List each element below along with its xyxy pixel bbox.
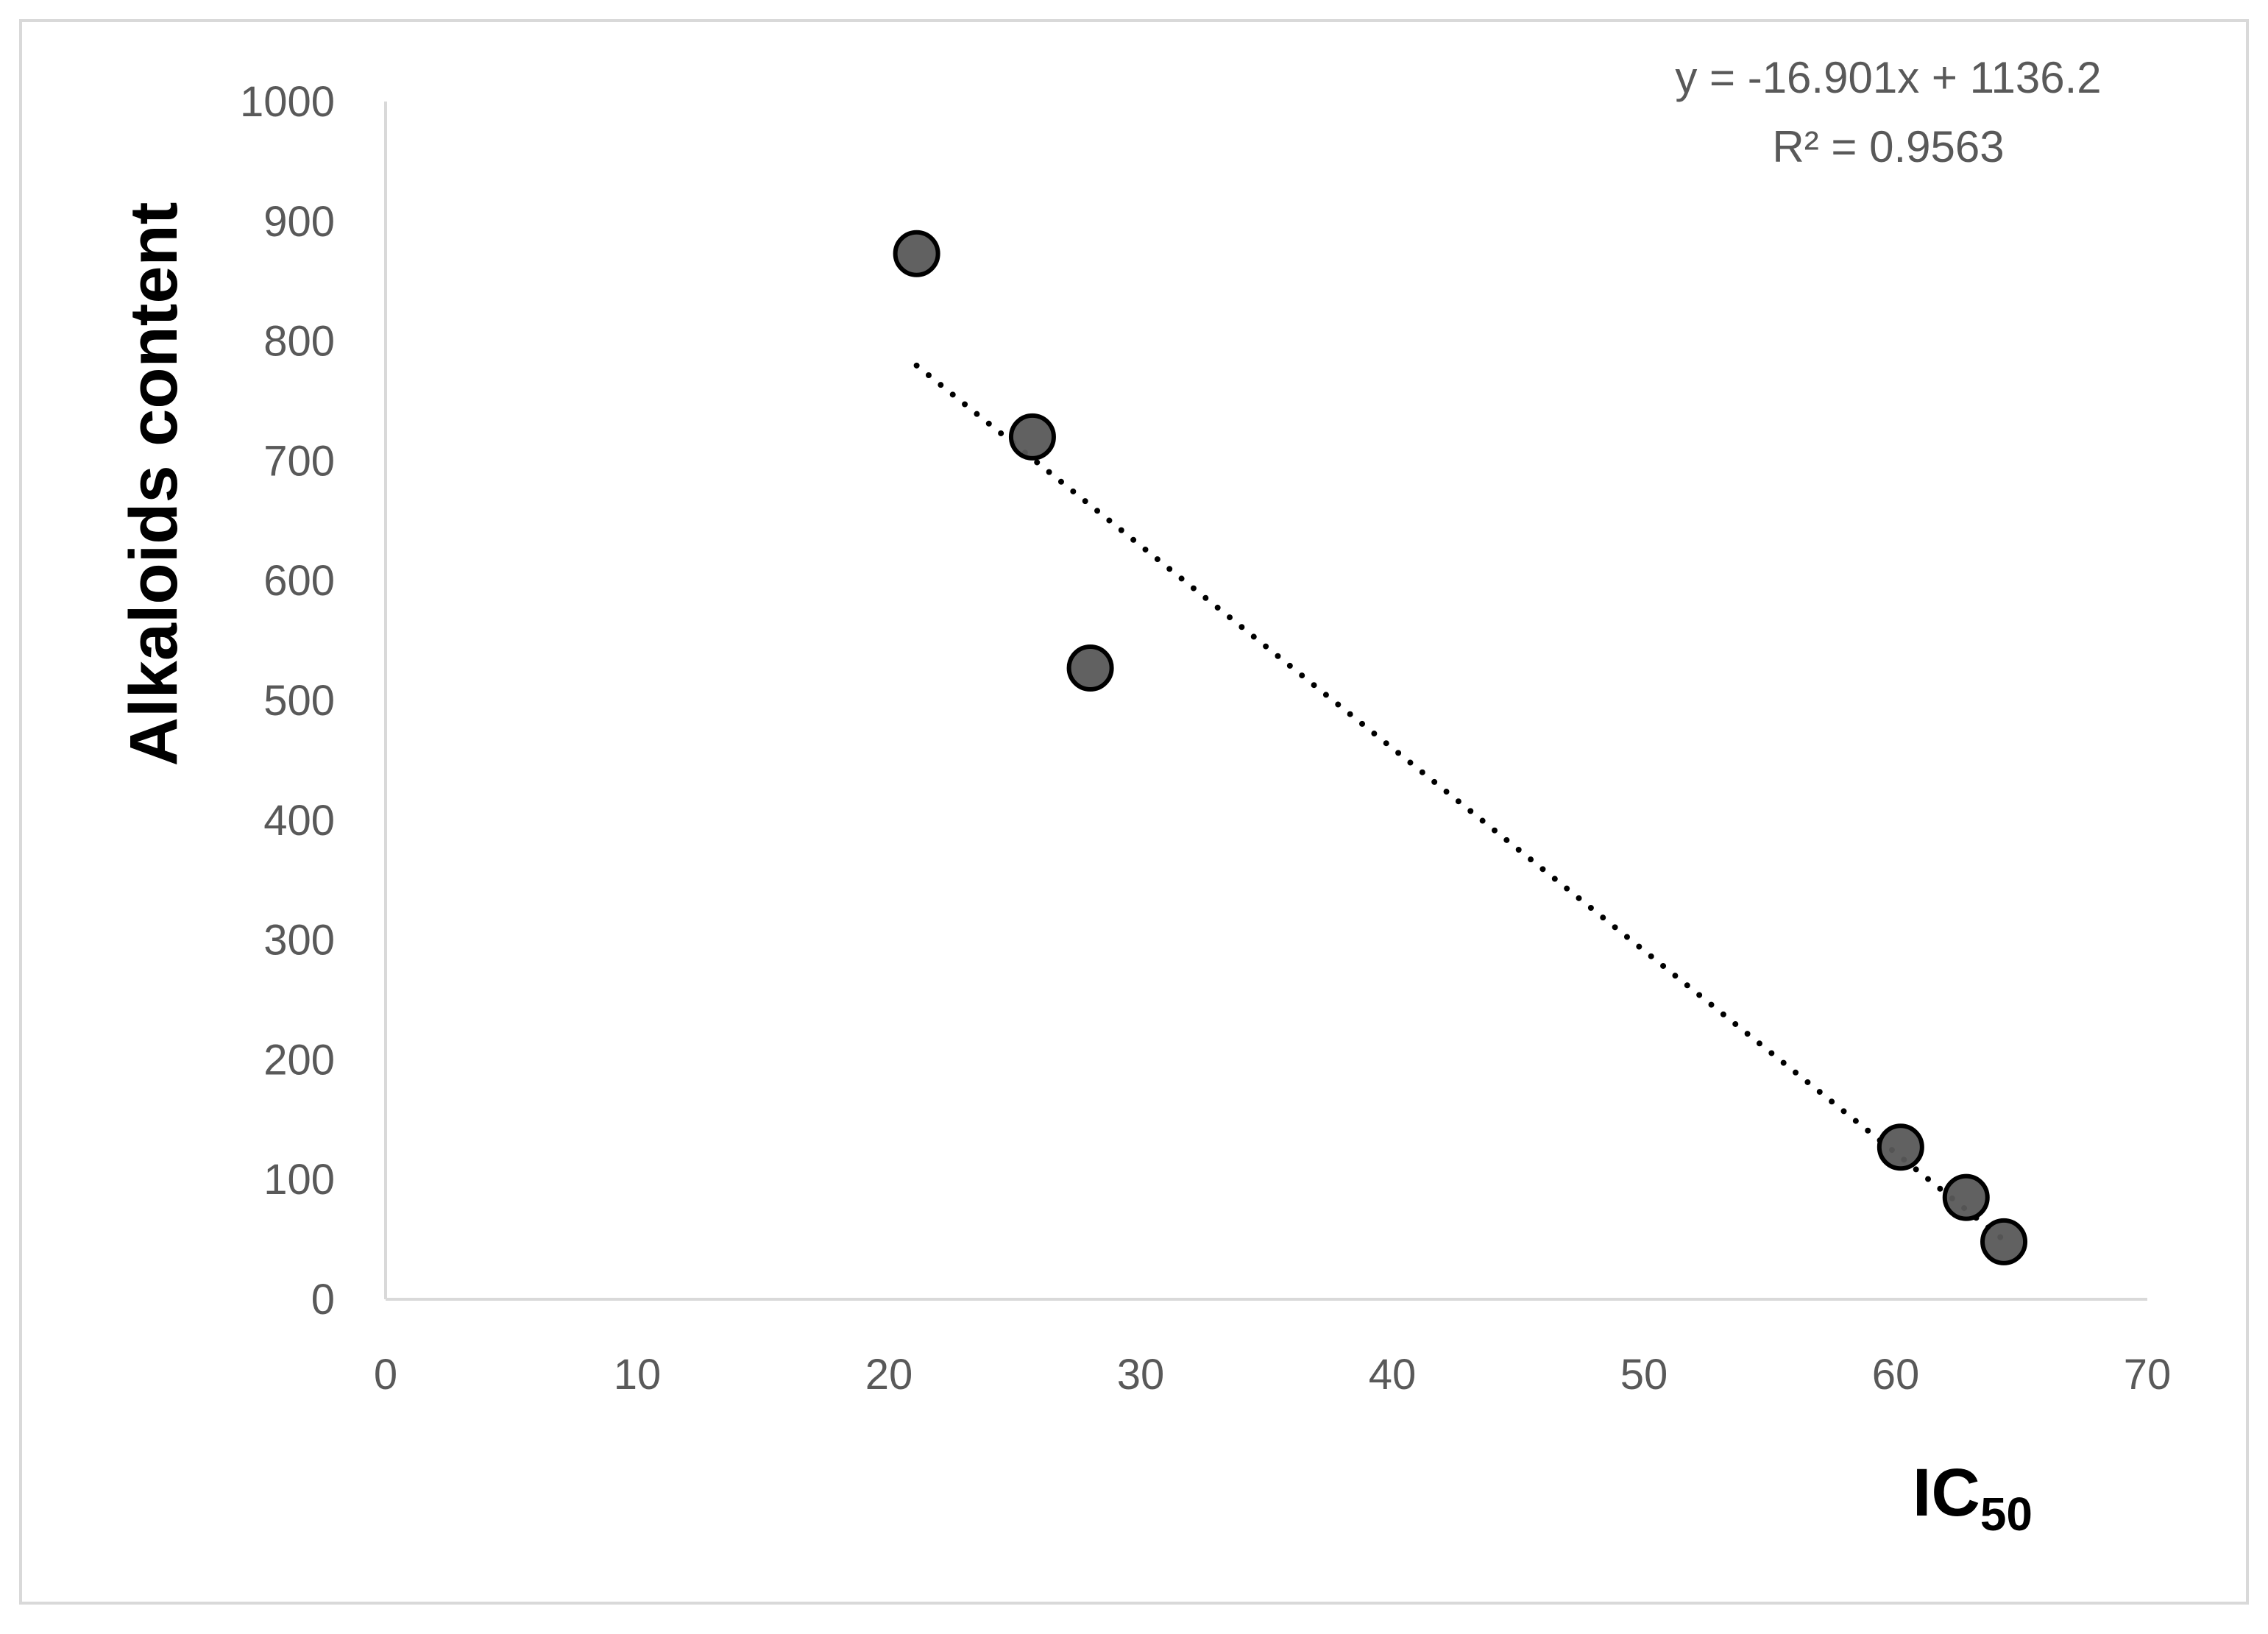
y-tick-label: 1000 xyxy=(240,78,335,126)
data-points xyxy=(893,230,2028,1265)
y-tick-labels: 0 100 200 300 400 500 600 700 800 900 1000 xyxy=(240,78,335,1324)
y-tick-label: 200 xyxy=(263,1036,335,1084)
x-tick-label: 60 xyxy=(1872,1351,1920,1399)
y-axis-title: Alkaloids content xyxy=(116,202,191,767)
y-tick-label: 100 xyxy=(263,1156,335,1204)
x-tick-label: 10 xyxy=(614,1351,662,1399)
x-tick-label: 30 xyxy=(1117,1351,1165,1399)
data-point xyxy=(1066,644,1114,692)
x-axis-title: IC50 xyxy=(1913,1455,2033,1541)
y-tick-label: 0 xyxy=(311,1276,335,1324)
chart-frame xyxy=(19,19,2249,1605)
data-point xyxy=(893,230,940,277)
x-tick-label: 40 xyxy=(1369,1351,1417,1399)
x-axis-title-subscript: 50 xyxy=(1980,1488,2033,1541)
data-point xyxy=(1008,413,1056,461)
trendline-group xyxy=(913,362,2007,1243)
data-point xyxy=(1980,1218,2028,1265)
x-tick-label: 50 xyxy=(1620,1351,1668,1399)
y-tick-label: 800 xyxy=(263,318,335,366)
r-squared-label: R² = 0.9563 xyxy=(1772,122,2004,171)
trendline xyxy=(913,362,2007,1243)
y-tick-label: 600 xyxy=(263,557,335,605)
x-tick-label: 0 xyxy=(374,1351,397,1399)
y-tick-label: 700 xyxy=(263,437,335,485)
data-point xyxy=(1942,1173,1990,1221)
x-tick-label: 20 xyxy=(865,1351,913,1399)
y-tick-label: 500 xyxy=(263,677,335,725)
y-tick-label: 900 xyxy=(263,198,335,246)
y-tick-label: 300 xyxy=(263,917,335,965)
x-axis-title-main: IC xyxy=(1913,1455,1980,1530)
axes xyxy=(384,102,2147,1301)
trendline-equation: y = -16.901x + 1136.2 xyxy=(1675,53,2101,102)
data-point xyxy=(1877,1123,1924,1171)
x-tick-labels: 0 10 20 30 40 50 60 70 xyxy=(374,1351,2171,1399)
y-tick-label: 400 xyxy=(263,797,335,845)
x-tick-label: 70 xyxy=(2124,1351,2172,1399)
